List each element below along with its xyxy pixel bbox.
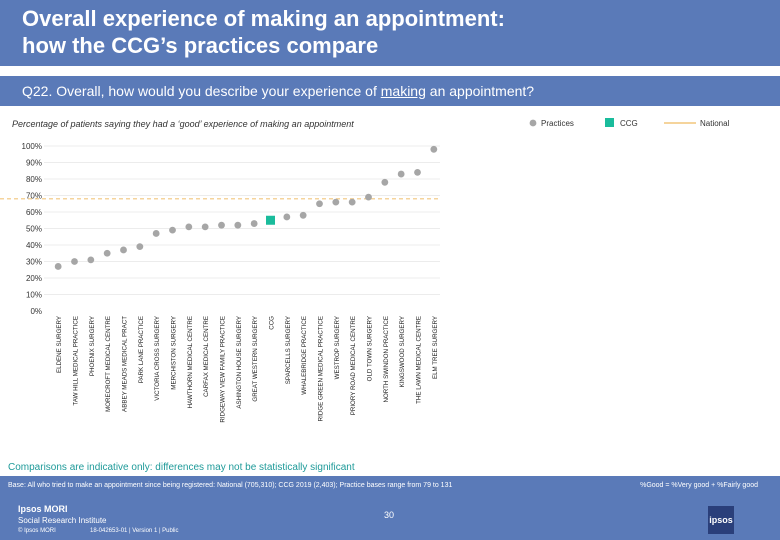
x-tick-label: ELDENE SURGERY	[56, 316, 63, 373]
x-tick-label: MORECROFT MEDICAL CENTRE	[105, 316, 112, 412]
ipsos-logo-icon: ipsos	[708, 506, 734, 534]
x-tick-label: ELM TREE SURGERY	[432, 316, 439, 379]
practice-point	[120, 246, 127, 254]
question-underlined: making	[380, 83, 426, 99]
x-tick-label: OLD TOWN SURGERY	[367, 316, 374, 381]
x-tick-label: PHOENIX SURGERY	[89, 316, 96, 376]
question-band: Q22. Overall, how would you describe you…	[0, 76, 780, 106]
practice-point	[185, 223, 193, 231]
practice-point	[430, 145, 438, 153]
practice-point	[250, 220, 258, 227]
practice-point	[316, 200, 323, 208]
chart-subtitle: Percentage of patients saying they had a…	[12, 119, 354, 129]
x-tick-label: CCG	[269, 316, 276, 330]
practice-point	[54, 263, 62, 270]
practice-point	[234, 221, 242, 229]
ipsos-logo-text: Ipsos MORI	[18, 504, 68, 514]
x-tick-label: MERCHISTON SURGERY	[171, 316, 178, 390]
copyright: © Ipsos MORI	[18, 528, 56, 534]
practice-point	[381, 178, 389, 186]
practice-point	[169, 226, 176, 234]
practice-point	[152, 230, 160, 237]
y-tick-label: 50%	[26, 225, 42, 234]
practice-point	[136, 243, 144, 251]
practice-point	[87, 256, 95, 264]
base-note: Base: All who tried to make an appointme…	[8, 482, 453, 489]
x-tick-label: RIDGEWAY VIEW FAMILY PRACTICE	[220, 316, 227, 423]
legend-label-practices: Practices	[541, 119, 574, 128]
question-suffix: an appointment?	[425, 83, 535, 99]
x-tick-label: SPARCELLS SURGERY	[285, 316, 292, 384]
reference: 18-042653-01 | Version 1 | Public	[90, 528, 179, 534]
good-definition: %Good = %Very good + %Fairly good	[640, 482, 758, 489]
y-tick-label: 40%	[26, 241, 42, 250]
ipsos-logo-badge-text: ipsos	[709, 515, 733, 525]
x-tick-label: ABBEY MEADS MEDICAL PRACT	[122, 316, 129, 412]
question-prefix: Q22. Overall, how would you describe you…	[22, 83, 381, 99]
practice-point	[201, 223, 209, 231]
practice-point	[332, 198, 340, 206]
x-tick-label: ASHINGTON HOUSE SURGERY	[236, 316, 243, 409]
practice-point	[414, 169, 421, 176]
practice-point	[397, 170, 405, 178]
y-tick-label: 10%	[26, 291, 42, 300]
y-tick-label: 80%	[26, 175, 42, 184]
practice-point	[348, 198, 356, 206]
legend-marker-practices	[529, 119, 537, 127]
x-tick-label: RIDGE GREEN MEDICAL PRACTICE	[318, 316, 325, 421]
footer-band: Base: All who tried to make an appointme…	[0, 476, 780, 540]
x-tick-label: PARK LANE PRACTICE	[138, 316, 145, 383]
legend-label-national: National	[700, 119, 730, 128]
practice-point	[103, 249, 111, 257]
practice-point	[218, 221, 225, 229]
institute-text: Social Research Institute	[18, 516, 107, 525]
page-number: 30	[384, 510, 395, 520]
x-tick-label: WHALEBRIDGE PRACTICE	[301, 316, 308, 395]
y-tick-label: 70%	[26, 192, 42, 201]
practice-point	[71, 258, 78, 265]
y-tick-label: 30%	[26, 258, 42, 267]
title-band: Overall experience of making an appointm…	[0, 0, 780, 66]
practice-point	[283, 213, 291, 221]
comparison-note: Comparisons are indicative only: differe…	[8, 462, 355, 473]
x-tick-label: VICTORIA CROSS SURGERY	[154, 316, 161, 401]
x-tick-label: CARFAX MEDICAL CENTRE	[203, 316, 210, 397]
x-tick-label: NORTH SWINDON PRACTICE	[383, 316, 390, 403]
x-tick-label: KINGSWOOD SURGERY	[399, 316, 406, 387]
x-tick-label: TAW HILL MEDICAL PRACTICE	[73, 316, 80, 406]
question-text: Q22. Overall, how would you describe you…	[22, 83, 534, 99]
y-tick-label: 100%	[22, 142, 42, 151]
x-tick-label: GREAT WESTERN SURGERY	[252, 316, 259, 402]
y-tick-label: 90%	[26, 159, 42, 168]
practice-point	[365, 193, 372, 201]
y-tick-label: 20%	[26, 274, 42, 283]
y-tick-label: 0%	[30, 307, 42, 316]
page-title-line-2: how the CCG’s practices compare	[22, 33, 379, 58]
x-tick-label: WESTROP SURGERY	[334, 316, 341, 379]
page-title-line-1: Overall experience of making an appointm…	[22, 6, 505, 31]
y-tick-label: 60%	[26, 208, 42, 217]
x-tick-label: HAWTHORN MEDICAL CENTRE	[187, 316, 194, 408]
practice-point	[299, 211, 307, 219]
legend-marker-ccg	[605, 118, 614, 127]
x-tick-label: PRIORY ROAD MEDICAL CENTRE	[350, 316, 357, 415]
ccg-point	[266, 215, 275, 225]
x-tick-label: THE LAWN MEDICAL CENTRE	[416, 316, 423, 404]
legend-label-ccg: CCG	[620, 119, 638, 128]
